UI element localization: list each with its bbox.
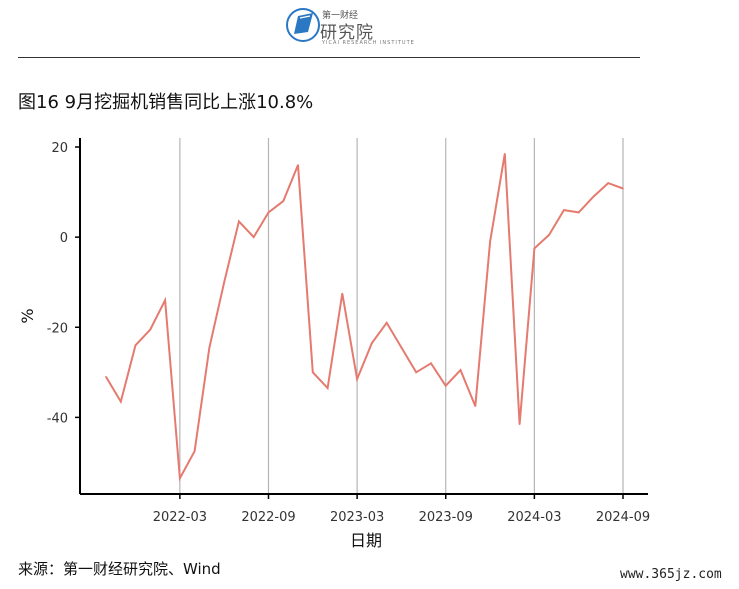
data-point — [533, 247, 536, 250]
logo: 第一财经 研究院 YICAI RESEARCH INSTITUTE — [286, 6, 414, 50]
source-note: 来源：第一财经研究院、Wind — [18, 560, 221, 578]
x-tick-label: 2023-03 — [330, 510, 384, 525]
series-line — [105, 153, 624, 482]
data-point — [208, 346, 211, 349]
x-tick-label: 2023-09 — [419, 510, 473, 525]
logo-text-line2: 研究院 — [320, 23, 374, 43]
data-point — [312, 371, 314, 374]
data-point — [164, 299, 166, 302]
data-point — [223, 281, 225, 284]
data-point — [563, 209, 565, 211]
tick-labels: 2022-03 2022-09 2023-03 2023-09 2024-03 2024-… — [47, 141, 650, 525]
y-tick-label: 0 — [60, 231, 68, 246]
series-layer — [105, 153, 624, 482]
data-point — [179, 477, 181, 480]
data-point — [105, 376, 107, 378]
figure-title: 图16 9月挖掘机销售同比上涨10.8% — [18, 92, 314, 113]
y-tick-label: -40 — [47, 411, 68, 426]
data-point — [489, 240, 491, 243]
data-point — [444, 385, 447, 387]
data-point — [415, 371, 418, 374]
x-tick-label: 2022-09 — [241, 510, 295, 525]
data-point — [149, 328, 152, 331]
logo-text-line3: YICAI RESEARCH INSTITUTE — [322, 40, 415, 46]
header-divider — [18, 57, 640, 58]
y-axis-label: % — [18, 308, 37, 323]
data-point — [282, 200, 285, 202]
data-point — [385, 322, 388, 324]
data-point — [504, 153, 506, 155]
logo-text-line1: 第一财经 — [322, 11, 359, 21]
data-point — [134, 344, 137, 347]
data-point — [297, 164, 299, 166]
data-point — [474, 405, 477, 407]
x-axis-label: 日期 — [350, 531, 382, 550]
x-tick-label: 2024-09 — [596, 510, 650, 525]
data-point — [430, 362, 432, 365]
data-point — [267, 211, 270, 214]
data-point — [120, 400, 122, 403]
y-tick-label: -20 — [47, 321, 68, 336]
data-point — [592, 195, 595, 198]
data-point — [252, 236, 255, 238]
watermark: www.365jz.com — [620, 567, 722, 582]
data-point — [400, 346, 403, 349]
data-point — [607, 182, 609, 184]
grid-lines — [179, 138, 624, 494]
logo-icon — [286, 8, 320, 42]
data-point — [238, 220, 240, 223]
data-point — [548, 234, 550, 236]
data-point — [356, 378, 358, 380]
y-tick-label: 20 — [51, 141, 68, 156]
data-point — [518, 423, 521, 426]
data-point — [341, 292, 344, 295]
data-point — [622, 187, 624, 190]
data-point — [326, 387, 329, 389]
data-point — [459, 369, 462, 371]
data-point — [371, 342, 373, 344]
data-point — [193, 450, 196, 453]
x-tick-label: 2022-03 — [153, 510, 207, 525]
axes — [75, 138, 648, 499]
data-point — [577, 211, 580, 214]
x-tick-label: 2024-03 — [507, 510, 561, 525]
